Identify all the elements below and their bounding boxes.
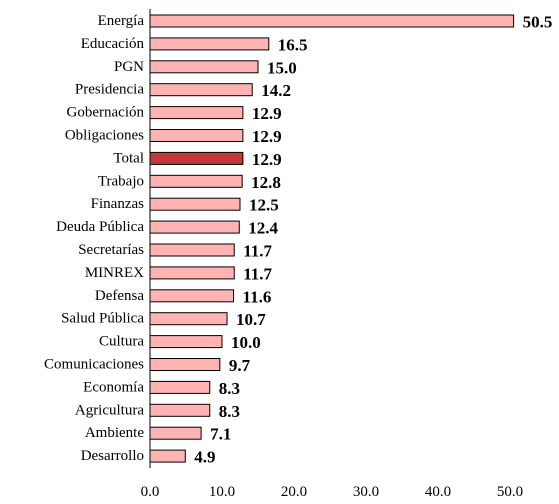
value-label: 50.5 xyxy=(523,13,553,32)
category-label: Trabajo xyxy=(98,173,144,189)
bars-group xyxy=(149,14,515,463)
value-label: 12.4 xyxy=(248,219,278,238)
x-tick-label: 10.0 xyxy=(209,484,235,500)
bar xyxy=(149,106,244,120)
bar xyxy=(149,403,211,417)
value-label: 12.8 xyxy=(251,173,281,192)
value-label: 15.0 xyxy=(267,58,297,77)
x-tick-label: 0.0 xyxy=(141,484,160,500)
value-label: 12.9 xyxy=(252,127,282,146)
value-label: 16.5 xyxy=(278,35,308,54)
category-label: MINREX xyxy=(85,265,144,281)
x-tick-label: 50.0 xyxy=(497,484,523,500)
x-tick-labels-group: 0.0 10.0 20.0 30.0 40.0 50.0 xyxy=(141,484,524,500)
category-label: Agricultura xyxy=(75,402,144,418)
bar xyxy=(149,335,223,349)
category-labels-group: Energía Educación PGN Presidencia Gobernació… xyxy=(44,13,144,464)
bar xyxy=(149,380,211,394)
bar xyxy=(149,312,228,326)
bar xyxy=(149,197,241,211)
bar xyxy=(149,220,240,234)
value-label: 8.3 xyxy=(219,402,240,421)
value-labels-group: 50.5 16.5 15.0 14.2 12.9 12.9 12.9 12.8 12.5 12.4… xyxy=(194,13,552,467)
bar xyxy=(149,266,235,280)
bar xyxy=(149,60,259,74)
value-label: 10.7 xyxy=(236,310,266,329)
bar xyxy=(149,151,244,165)
value-label: 12.9 xyxy=(252,150,282,169)
value-label: 11.7 xyxy=(243,242,272,261)
category-label: Obligaciones xyxy=(65,128,144,144)
bar xyxy=(149,426,202,440)
bar xyxy=(149,289,235,303)
category-label: Secretarías xyxy=(78,242,144,258)
category-label: Salud Pública xyxy=(61,311,144,327)
category-label: Economía xyxy=(83,379,144,395)
value-label: 7.1 xyxy=(210,425,231,444)
category-label: Comunicaciones xyxy=(44,357,144,373)
category-label: PGN xyxy=(114,59,144,75)
category-label: Defensa xyxy=(95,288,144,304)
x-tick-label: 40.0 xyxy=(425,484,451,500)
category-label: Cultura xyxy=(99,334,144,350)
category-label: Educación xyxy=(81,36,145,52)
bar xyxy=(149,14,515,28)
category-label: Desarrollo xyxy=(81,448,144,464)
bar xyxy=(149,129,244,142)
category-label: Total xyxy=(113,150,144,166)
bar xyxy=(149,358,221,371)
value-label: 12.9 xyxy=(252,104,282,123)
value-label: 11.7 xyxy=(243,264,272,283)
value-label: 14.2 xyxy=(261,81,291,100)
value-label: 10.0 xyxy=(231,333,261,352)
bar xyxy=(149,449,186,463)
bar xyxy=(149,243,235,257)
category-label: Finanzas xyxy=(91,196,144,212)
bar xyxy=(149,83,253,97)
x-tick-label: 30.0 xyxy=(353,484,379,500)
value-label: 8.3 xyxy=(219,379,240,398)
value-label: 9.7 xyxy=(229,356,251,375)
x-tick-label: 20.0 xyxy=(281,484,307,500)
category-label: Ambiente xyxy=(85,425,144,441)
value-label: 11.6 xyxy=(243,287,272,306)
bar xyxy=(149,37,270,51)
bar xyxy=(149,174,243,188)
value-label: 12.5 xyxy=(249,196,279,215)
category-label: Deuda Pública xyxy=(56,219,144,235)
category-label: Presidencia xyxy=(75,82,144,98)
category-label: Gobernación xyxy=(67,105,145,121)
category-label: Energía xyxy=(98,13,145,29)
value-label: 4.9 xyxy=(194,448,215,467)
